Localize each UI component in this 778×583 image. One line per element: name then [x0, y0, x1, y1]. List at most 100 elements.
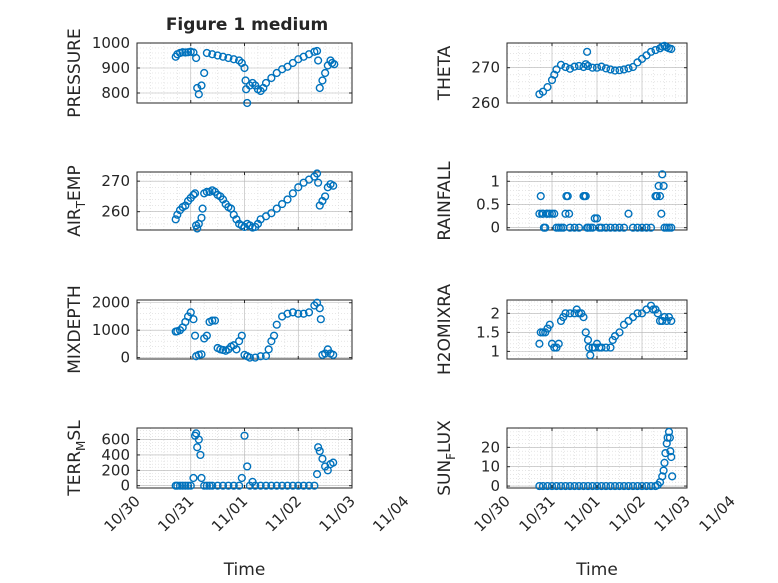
- subplot-4: 0 0.5 1 RAINFALL: [435, 161, 688, 241]
- data-point: [601, 481, 611, 491]
- data-point: [561, 62, 570, 72]
- data-point: [232, 345, 241, 354]
- data-point: [564, 209, 574, 218]
- data-point: [269, 331, 279, 340]
- data-point: [314, 443, 323, 452]
- y-axis-label: THETA: [435, 45, 455, 101]
- y-tick-label: 0: [490, 219, 500, 237]
- data-point: [237, 331, 246, 340]
- data-point: [601, 343, 611, 352]
- data-point: [581, 328, 590, 337]
- data-point: [240, 431, 249, 440]
- data-point: [601, 64, 611, 73]
- data-point: [637, 223, 647, 232]
- data-point: [584, 343, 594, 352]
- data-point: [592, 214, 602, 223]
- y-tick-label: 260: [101, 203, 130, 221]
- data-point: [633, 223, 642, 232]
- data-point: [658, 472, 667, 481]
- data-point: [597, 223, 606, 232]
- subplot-6: 11.52 H2OMIXRA: [435, 284, 688, 375]
- y-tick-label: 0: [490, 477, 500, 495]
- data-point: [196, 450, 205, 460]
- data-point: [619, 223, 629, 232]
- data-point: [261, 351, 271, 361]
- data-point: [202, 48, 211, 58]
- data-point: [315, 446, 324, 456]
- data-point: [256, 352, 265, 361]
- subplot-5: 0 1000 2000 MIXDEPTH: [65, 285, 353, 374]
- data-point: [615, 223, 624, 232]
- data-point: [312, 46, 322, 56]
- y-tick-label: 2000: [92, 294, 130, 312]
- data-point: [294, 481, 303, 490]
- data-point: [583, 335, 593, 345]
- data-point: [251, 481, 260, 490]
- data-point: [312, 169, 322, 178]
- data-point: [565, 223, 575, 232]
- data-point: [570, 481, 579, 491]
- data-point: [288, 308, 297, 317]
- data-point: [574, 223, 584, 232]
- data-point: [619, 481, 629, 491]
- data-point: [256, 481, 265, 490]
- data-point: [235, 481, 244, 490]
- data-point: [261, 481, 271, 490]
- data-point: [664, 427, 674, 436]
- data-point: [288, 481, 297, 490]
- data-point: [171, 215, 180, 224]
- data-point: [615, 66, 624, 75]
- data-point: [283, 195, 292, 204]
- y-tick-label: 1000: [92, 34, 130, 52]
- data-point: [208, 50, 217, 59]
- data-point: [543, 481, 552, 491]
- data-point: [261, 78, 271, 88]
- data-point: [314, 178, 323, 187]
- data-point: [570, 62, 579, 71]
- data-point: [272, 481, 281, 490]
- data-point: [601, 223, 611, 232]
- data-point: [538, 481, 548, 491]
- data-point: [633, 309, 642, 318]
- data-point: [330, 60, 339, 69]
- data-point: [186, 481, 195, 490]
- data-point: [615, 481, 624, 491]
- data-point: [606, 343, 615, 352]
- data-point: [304, 308, 314, 317]
- data-point: [646, 223, 656, 232]
- data-point: [668, 472, 677, 481]
- x-axis-label: Time: [223, 560, 266, 580]
- y-tick-label: 270: [101, 172, 130, 190]
- data-point: [267, 73, 276, 83]
- data-point: [574, 481, 584, 491]
- data-point: [213, 481, 222, 490]
- data-point: [299, 481, 308, 490]
- data-point: [294, 309, 303, 318]
- data-point: [208, 481, 217, 490]
- data-point: [181, 481, 190, 490]
- data-point: [633, 481, 642, 491]
- data-point: [652, 192, 661, 201]
- data-point: [240, 63, 249, 73]
- data-point: [315, 304, 324, 313]
- data-point: [321, 192, 330, 201]
- data-point: [283, 62, 292, 71]
- data-point: [565, 64, 575, 73]
- data-point: [655, 192, 665, 201]
- data-point: [581, 192, 590, 201]
- data-point: [245, 353, 254, 362]
- data-point: [304, 481, 314, 490]
- data-point: [329, 181, 338, 190]
- data-point: [659, 466, 668, 475]
- data-point: [667, 316, 676, 326]
- data-point: [628, 62, 638, 72]
- y-tick-label: 2: [490, 304, 500, 322]
- data-point: [288, 58, 297, 68]
- data-point: [181, 48, 190, 57]
- data-point: [205, 481, 214, 490]
- data-point: [218, 52, 228, 61]
- y-tick-label: 1: [490, 342, 500, 360]
- data-point: [194, 435, 203, 444]
- y-tick-label: 0: [120, 477, 130, 495]
